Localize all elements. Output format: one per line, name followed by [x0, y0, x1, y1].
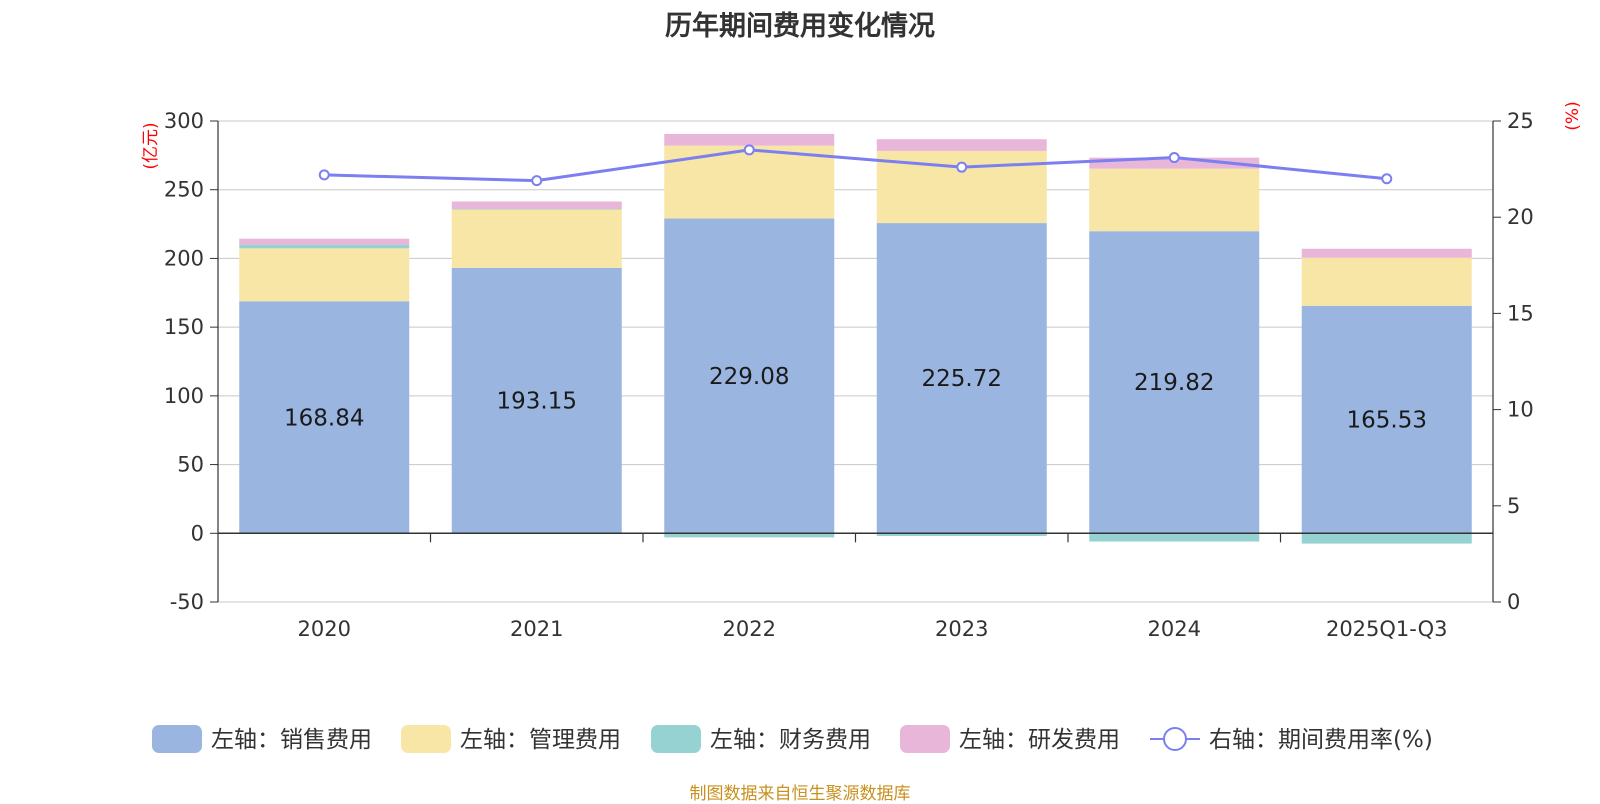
bar-segment — [1301, 305, 1472, 534]
rate-point — [1381, 173, 1393, 185]
bar-value-label: 229.08 — [709, 364, 789, 390]
bar-segment — [239, 244, 410, 249]
bar-segment — [451, 209, 622, 210]
bar-segment — [876, 139, 1047, 151]
legend-swatch — [651, 725, 701, 753]
left-tick-label: 100 — [164, 384, 204, 408]
right-tick-label: 10 — [1507, 398, 1534, 422]
bar-segment — [876, 533, 1047, 537]
category-label: 2021 — [510, 617, 563, 641]
legend-marker — [1163, 727, 1187, 751]
right-tick-label: 5 — [1507, 494, 1520, 518]
legend-swatch — [401, 725, 451, 753]
bar-segment — [1089, 231, 1260, 534]
bar-value-label: 225.72 — [922, 366, 1002, 392]
left-tick-label: -50 — [170, 590, 204, 614]
category-label: 2024 — [1148, 617, 1201, 641]
rate-point — [956, 161, 968, 173]
bar-segment — [664, 218, 835, 534]
bar-segment — [664, 533, 835, 538]
left-axis-unit: (亿元) — [141, 122, 161, 169]
legend-label: 右轴：期间费用率(%) — [1209, 727, 1433, 753]
bar-segment — [1301, 248, 1472, 258]
left-tick-label: 50 — [177, 453, 204, 477]
bar-segment — [239, 301, 410, 534]
source-note: 制图数据来自恒生聚源数据库 — [689, 784, 911, 804]
left-tick-label: 300 — [164, 109, 204, 133]
bar-segment — [1089, 168, 1260, 232]
left-tick-label: 150 — [164, 315, 204, 339]
category-label: 2020 — [298, 617, 351, 641]
left-tick-label: 0 — [191, 521, 204, 545]
category-label: 2022 — [723, 617, 776, 641]
bar-value-label: 219.82 — [1134, 370, 1214, 396]
bar-segment — [239, 238, 410, 245]
bar-segment — [1301, 257, 1472, 306]
chart-title: 历年期间费用变化情况 — [665, 11, 935, 42]
bar-segment — [876, 223, 1047, 534]
rate-point — [531, 175, 543, 187]
category-label: 2023 — [935, 617, 988, 641]
left-tick-label: 250 — [164, 178, 204, 202]
legend-label: 左轴：管理费用 — [460, 727, 621, 753]
legend-label: 左轴：研发费用 — [959, 727, 1120, 753]
left-tick-label: 200 — [164, 246, 204, 270]
legend-label: 左轴：财务费用 — [710, 727, 871, 753]
right-tick-label: 15 — [1507, 301, 1534, 325]
legend-label: 左轴：销售费用 — [211, 727, 372, 753]
bar-segment — [239, 248, 410, 302]
right-tick-label: 25 — [1507, 109, 1534, 133]
legend-swatch — [152, 725, 202, 753]
bar-value-label: 193.15 — [497, 389, 577, 415]
rate-point — [318, 169, 330, 181]
bar-value-label: 165.53 — [1347, 408, 1427, 434]
bar-segment — [1089, 157, 1260, 169]
rate-point — [1168, 152, 1180, 164]
bar-segment — [451, 209, 622, 268]
bar-segment — [664, 133, 835, 146]
category-label: 2025Q1-Q3 — [1326, 617, 1448, 641]
right-axis-unit: (%) — [1563, 101, 1583, 130]
bar-segment — [1089, 533, 1260, 542]
bar-segment — [451, 267, 622, 534]
bar-value-label: 168.84 — [284, 405, 364, 431]
right-tick-label: 20 — [1507, 205, 1534, 229]
legend-swatch — [900, 725, 950, 753]
bar-segment — [664, 145, 835, 219]
rate-line — [324, 148, 1387, 183]
rate-point — [743, 144, 755, 156]
bar-segment — [451, 201, 622, 210]
right-tick-label: 0 — [1507, 590, 1520, 614]
bar-segment — [1301, 533, 1472, 544]
